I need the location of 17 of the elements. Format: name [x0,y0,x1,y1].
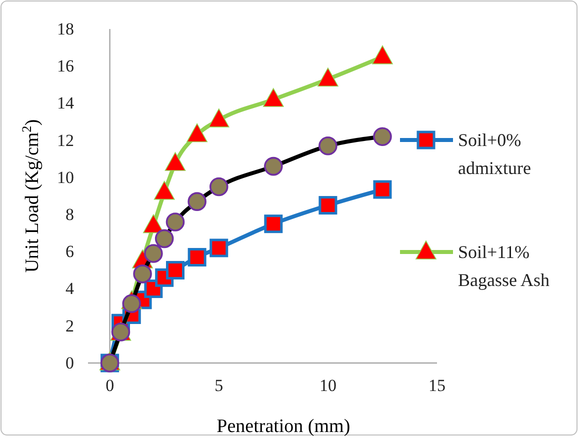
legend-label: Soil+11% Bagasse Ash [458,242,550,290]
y-tick-label: 6 [66,242,74,262]
y-tick-label: 8 [66,204,74,224]
y-tick-label: 4 [66,279,74,298]
x-axis-title: Penetration (mm) [216,416,350,437]
legend-label: Soil+0% admixture [458,130,531,178]
y-tick-label: 10 [57,168,74,187]
x-tick-label: 10 [319,376,336,396]
y-tick-label: 0 [66,353,74,372]
x-tick-label: 15 [428,376,446,396]
x-tick-label: 0 [106,376,114,396]
x-tick-label: 5 [214,376,224,396]
y-tick-label: 2 [66,316,74,336]
y-tick-label: 14 [57,94,74,113]
y-tick-label: 16 [57,56,74,76]
y-tick-label: 12 [57,130,74,150]
y-tick-label: 18 [57,19,74,38]
